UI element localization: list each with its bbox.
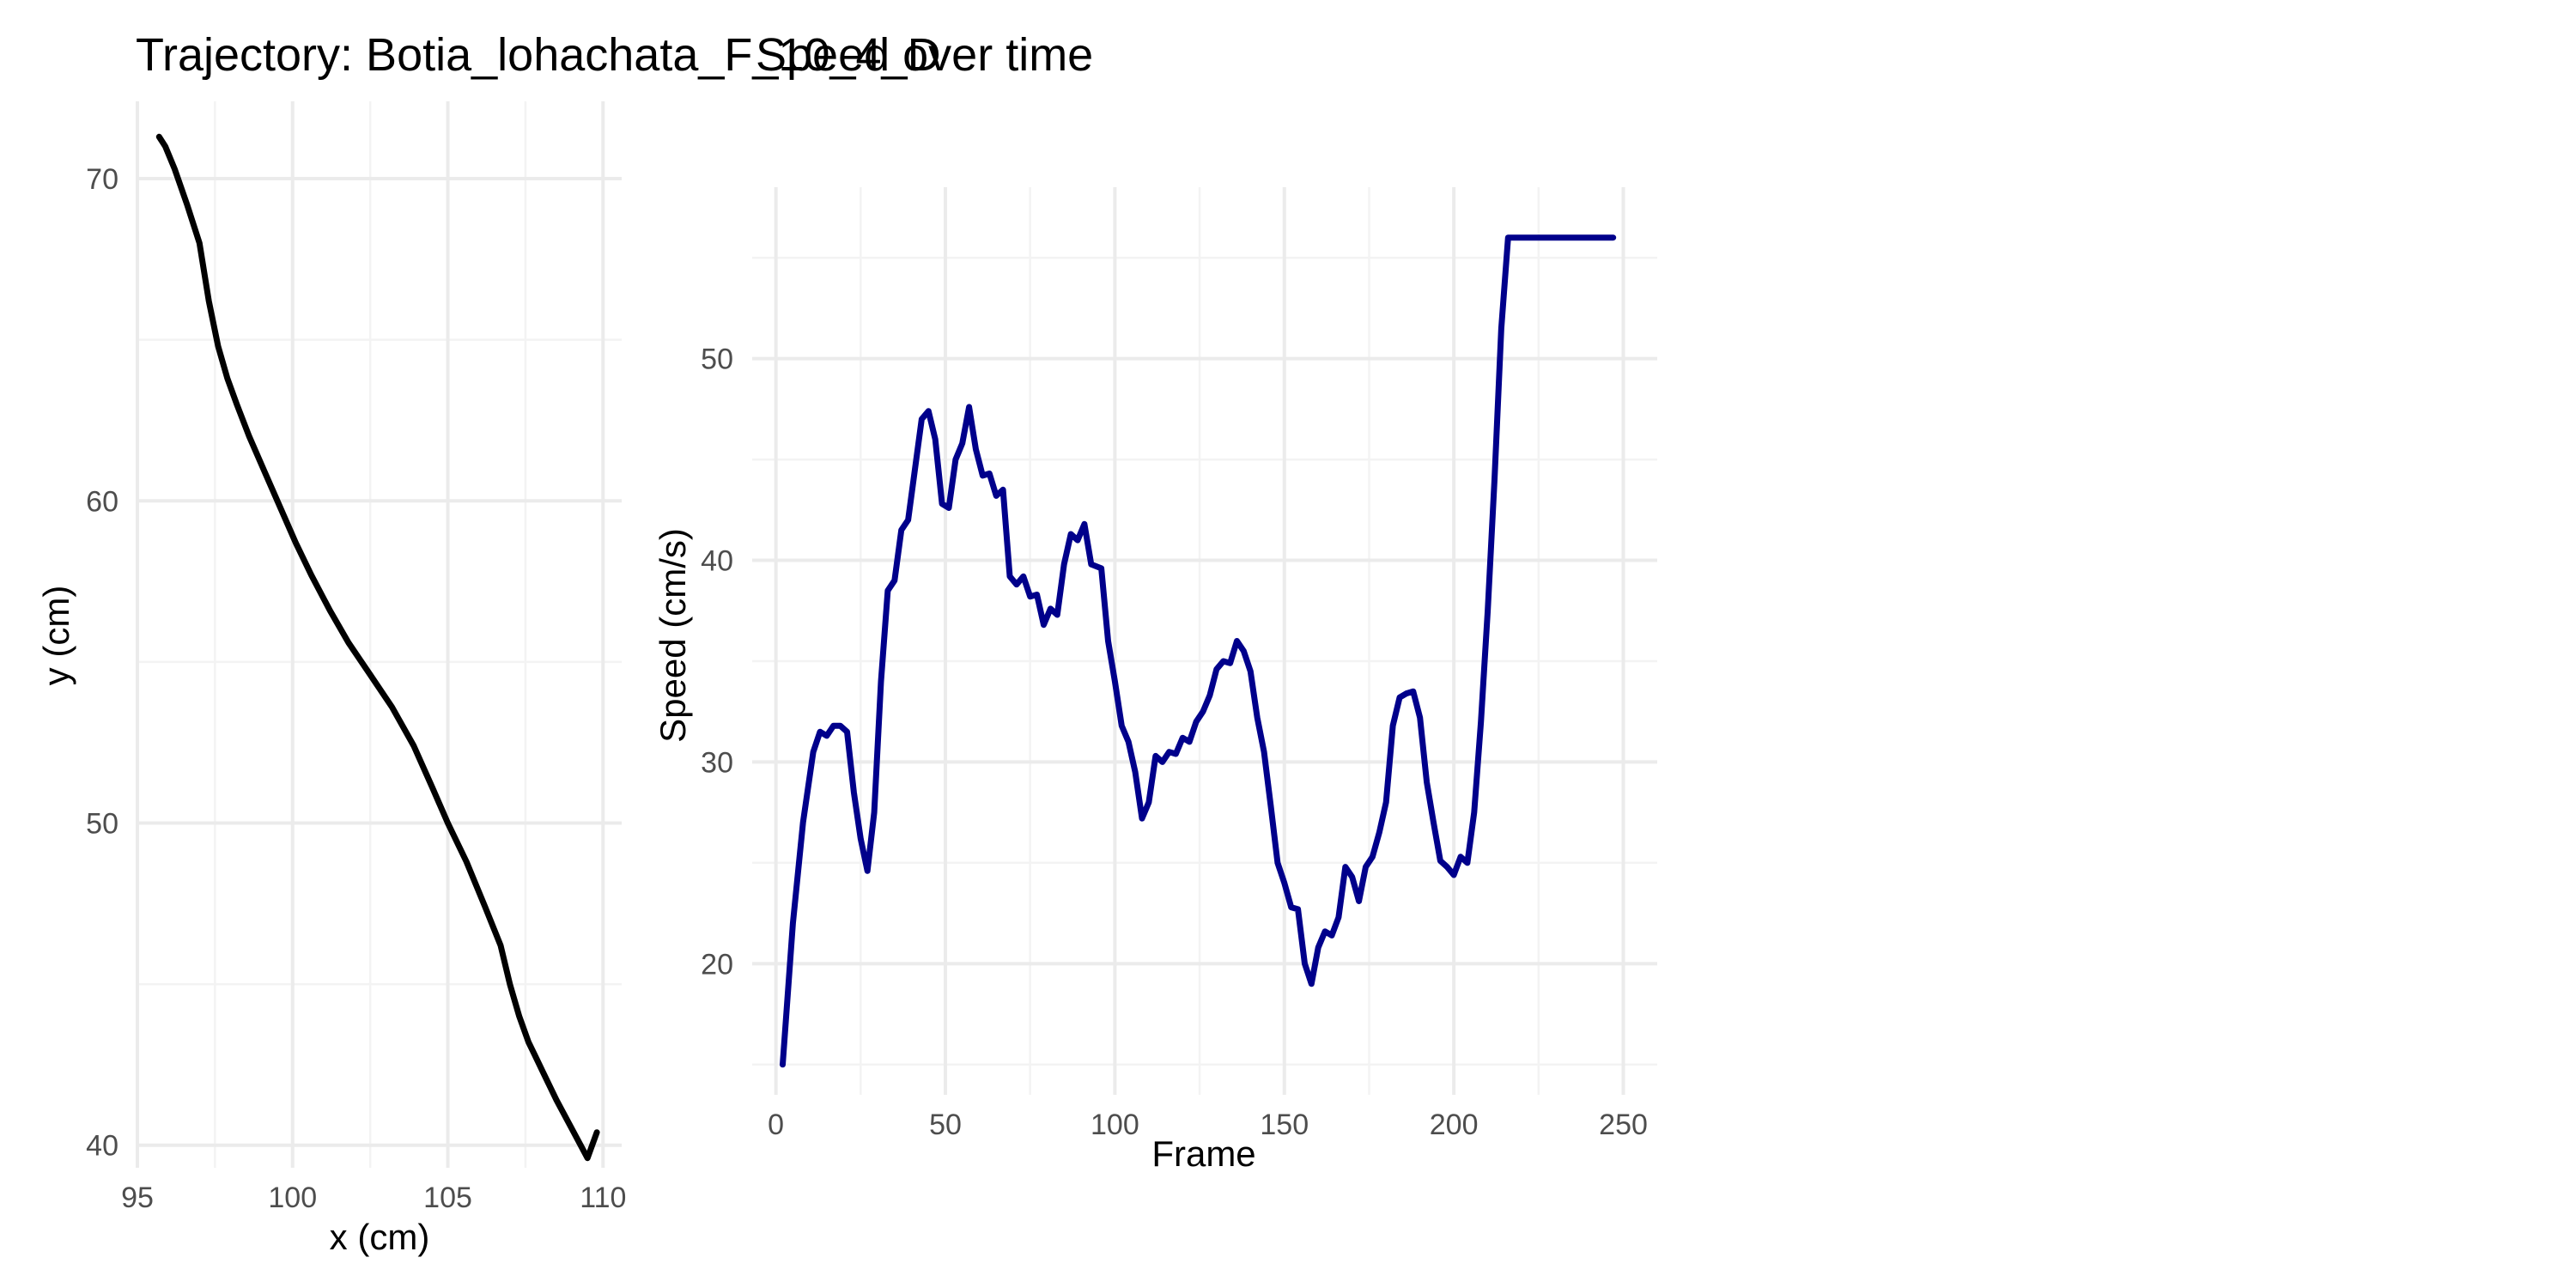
trajectory-y-axis-label: y (cm) (36, 586, 76, 686)
speed-x-tick-label: 150 (1260, 1109, 1309, 1141)
trajectory-x-tick-label: 110 (580, 1182, 626, 1214)
trajectory-x-tick-label: 100 (268, 1182, 317, 1214)
trajectory-line (155, 133, 600, 1162)
speed-x-tick-label: 200 (1430, 1109, 1479, 1141)
speed-x-axis-label: Frame (1151, 1133, 1255, 1174)
speed-y-tick-label: 40 (701, 545, 733, 578)
speed-title: Speed over time (756, 29, 1093, 81)
trajectory-x-axis-label: x (cm) (330, 1217, 430, 1257)
trajectory-y-tick-label: 60 (86, 485, 118, 518)
trajectory-y-tick-label: 40 (86, 1130, 118, 1163)
trajectory-x-tick-label: 95 (121, 1182, 154, 1214)
speed-y-tick-label: 20 (701, 948, 733, 981)
speed-line (780, 234, 1617, 1068)
trajectory-x-tick-label: 105 (423, 1182, 472, 1214)
speed-x-tick-label: 50 (929, 1109, 962, 1141)
speed-x-tick-label: 0 (768, 1109, 784, 1141)
speed-x-tick-label: 250 (1599, 1109, 1648, 1141)
speed-x-tick-label: 100 (1091, 1109, 1139, 1141)
speed-y-tick-label: 30 (701, 746, 733, 779)
trajectory-panel: 95 100 105 110 40 50 60 70 Trajectory: Botia_l… (36, 29, 941, 1257)
trajectory-title: Trajectory: Botia_lohachata_F_10_4_D (136, 29, 941, 81)
speed-y-tick-label: 50 (701, 343, 733, 376)
trajectory-y-tick-label: 70 (86, 163, 118, 196)
speed-y-axis-label: Speed (cm/s) (653, 528, 693, 743)
trajectory-y-tick-label: 50 (86, 808, 118, 841)
speed-panel: 0 50 100 150 200 250 20 30 40 50 Speed over time… (653, 29, 1657, 1174)
